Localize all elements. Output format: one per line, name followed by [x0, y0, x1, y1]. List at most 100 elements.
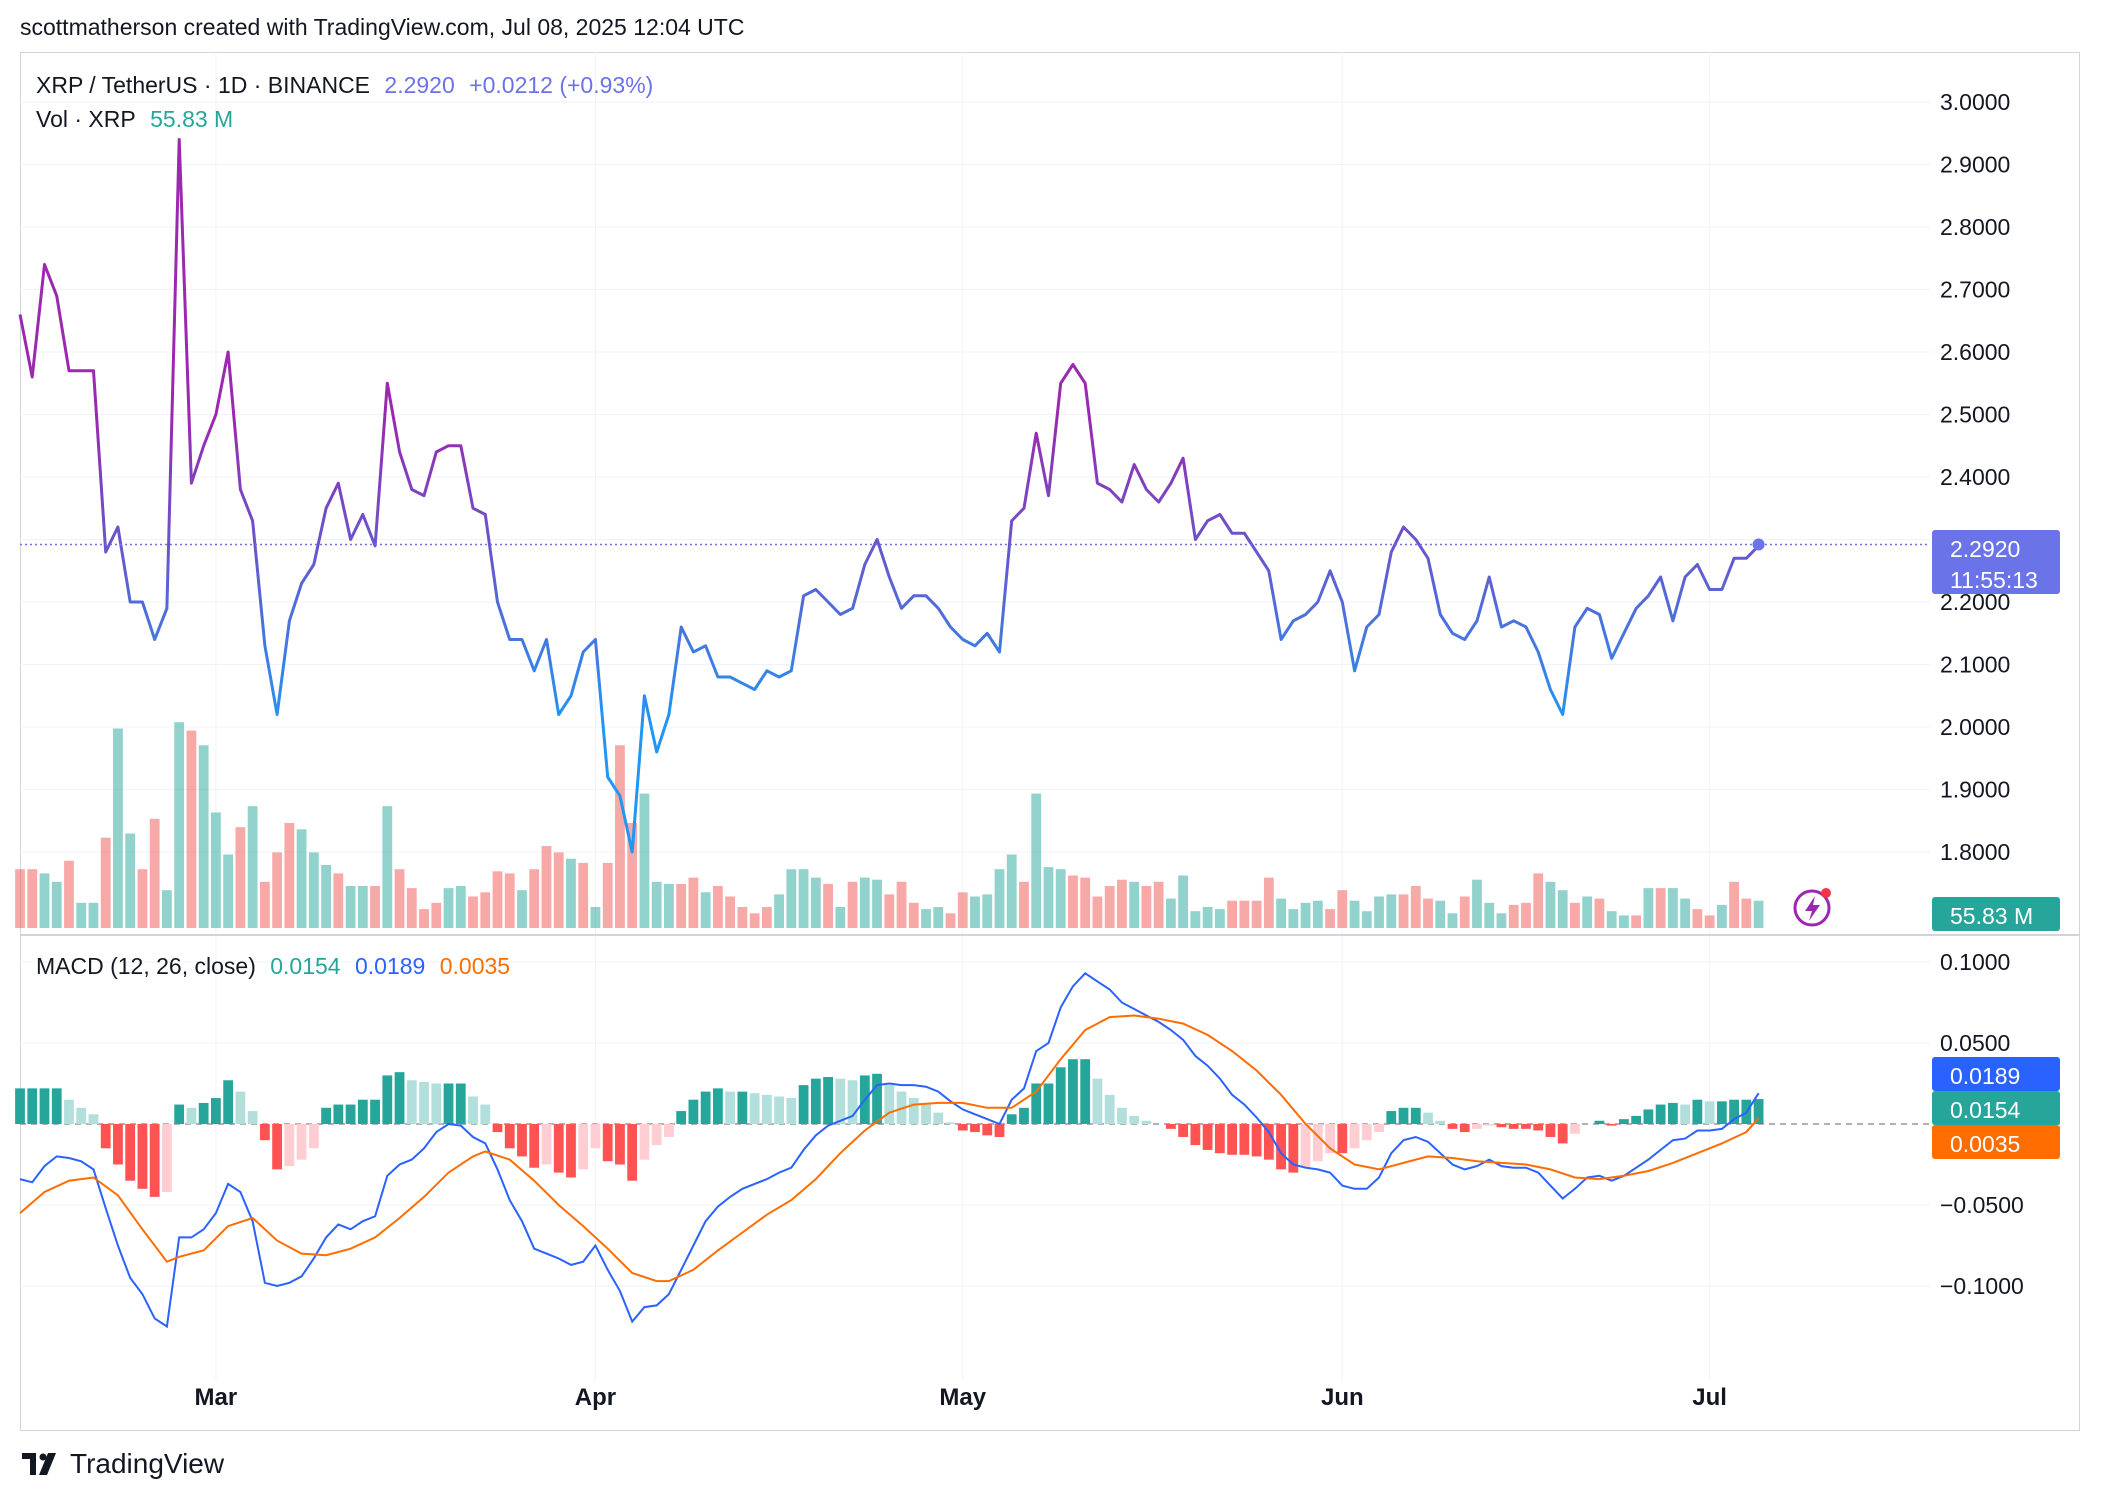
macd-histogram-bar: [198, 1102, 209, 1124]
volume-value: 55.83 M: [150, 106, 234, 132]
macd-histogram-bar: [1521, 1124, 1531, 1129]
macd-histogram-bar: [725, 1091, 736, 1124]
macd-pane: [15, 972, 1764, 1329]
volume-bar: [284, 823, 295, 928]
volume-bar: [419, 909, 429, 928]
alert-icon-dot: [1821, 888, 1831, 898]
macd-histogram-bar: [1166, 1124, 1176, 1129]
macd-histogram-bar: [1043, 1083, 1054, 1124]
macd-histogram-bar: [1239, 1124, 1250, 1155]
volume-bar: [1582, 896, 1593, 928]
volume-bar: [578, 862, 589, 928]
volume-bar: [1692, 909, 1703, 928]
volume-bar: [223, 854, 234, 928]
volume-bar: [345, 886, 356, 928]
macd-histogram-bar: [1251, 1124, 1262, 1157]
volume-bar: [1423, 898, 1433, 928]
volume-bar: [1435, 900, 1446, 928]
macd-histogram-bar: [333, 1104, 344, 1124]
macd-histogram-bar: [908, 1098, 919, 1124]
macd-histogram-bar: [835, 1078, 846, 1124]
volume-bar: [1190, 911, 1201, 928]
volume-bar: [357, 886, 368, 928]
macd-histogram-bar: [492, 1124, 503, 1133]
volume-bar: [1006, 854, 1017, 928]
price-tick-label: 2.6000: [1940, 339, 2010, 365]
macd-histogram-bar: [186, 1107, 197, 1124]
volume-bar: [1276, 898, 1286, 928]
volume-bar: [639, 793, 650, 928]
volume-bar: [1153, 881, 1164, 928]
volume-bar: [1300, 902, 1311, 928]
volume-bar: [1312, 900, 1323, 928]
volume-bar: [431, 902, 442, 928]
alert-icon-bolt: [1805, 896, 1820, 921]
price-tick-label: 2.5000: [1940, 402, 2010, 428]
macd-histogram-bar: [933, 1112, 944, 1124]
macd-histogram-bar: [113, 1124, 123, 1165]
volume-legend[interactable]: Vol · XRP 55.83 M: [36, 106, 241, 133]
tradingview-logo[interactable]: TradingView: [22, 1448, 224, 1480]
symbol-name: XRP / TetherUS · 1D · BINANCE: [36, 72, 371, 98]
price-change: +0.0212 (+0.93%): [469, 72, 654, 98]
macd-histogram-bar: [1006, 1114, 1017, 1124]
macd-histogram-bar: [957, 1124, 968, 1131]
attribution-text: scottmatherson created with TradingView.…: [20, 14, 745, 40]
volume-bar: [1716, 904, 1727, 928]
macd-label: MACD (12, 26, close): [36, 953, 256, 979]
volume-bar: [162, 890, 172, 928]
alert-icon-ring: [1793, 889, 1831, 927]
volume-bar: [1129, 881, 1140, 928]
macd-histogram-bar: [259, 1124, 270, 1141]
volume-bar: [370, 886, 380, 928]
date-tick-label: Jul: [1692, 1384, 1727, 1411]
macd-histogram-bar: [810, 1078, 821, 1124]
volume-bars: [15, 722, 1831, 928]
macd-histogram-bar: [357, 1099, 368, 1124]
volume-bar: [321, 865, 331, 928]
macd-line-badge-text: 0.0189: [1950, 1063, 2020, 1089]
volume-bar: [1214, 909, 1225, 928]
volume-bar: [1447, 913, 1458, 928]
date-tick-label: Apr: [575, 1384, 616, 1411]
volume-bar: [64, 860, 74, 928]
volume-bar: [39, 873, 50, 928]
volume-bar: [1606, 911, 1617, 928]
volume-bar: [149, 818, 160, 928]
price-tick-label: 1.9000: [1940, 777, 2010, 803]
volume-bar: [688, 877, 699, 928]
volume-bar: [100, 837, 111, 928]
volume-bar: [1325, 909, 1335, 928]
volume-bar: [957, 892, 968, 928]
macd-histogram-bar: [1545, 1124, 1556, 1137]
volume-bar: [186, 730, 197, 928]
symbol-legend[interactable]: XRP / TetherUS · 1D · BINANCE 2.2920 +0.…: [36, 72, 661, 99]
volume-bar: [455, 886, 466, 928]
volume-bar: [51, 881, 62, 928]
chart-frame: [20, 52, 2080, 1431]
macd-histogram-bar: [211, 1098, 221, 1124]
volume-bar: [761, 907, 772, 928]
volume-bar: [247, 806, 258, 928]
macd-signal-badge-bg: [1932, 1125, 2060, 1159]
macd-histogram-bar: [1716, 1101, 1727, 1124]
volume-bar: [933, 907, 944, 928]
macd-histogram-bar: [737, 1091, 748, 1124]
macd-histogram-bar: [1214, 1124, 1225, 1154]
volume-bar: [480, 892, 491, 928]
macd-histogram-bar: [1202, 1124, 1213, 1150]
macd-legend[interactable]: MACD (12, 26, close) 0.0154 0.0189 0.003…: [36, 953, 518, 980]
macd-histogram-bar: [700, 1091, 711, 1124]
volume-bar: [1178, 875, 1189, 928]
macd-histogram-bar: [51, 1088, 62, 1124]
macd-histogram-bar: [517, 1124, 527, 1157]
macd-histogram-bar: [1386, 1111, 1397, 1124]
volume-bar: [272, 852, 283, 928]
last-price-dot: [1752, 538, 1765, 551]
macd-histogram-bar: [1631, 1115, 1642, 1124]
volume-bar: [1227, 900, 1238, 928]
price-pane: [18, 138, 1930, 854]
volume-bar: [1263, 877, 1274, 928]
macd-histogram-bar: [162, 1124, 172, 1193]
